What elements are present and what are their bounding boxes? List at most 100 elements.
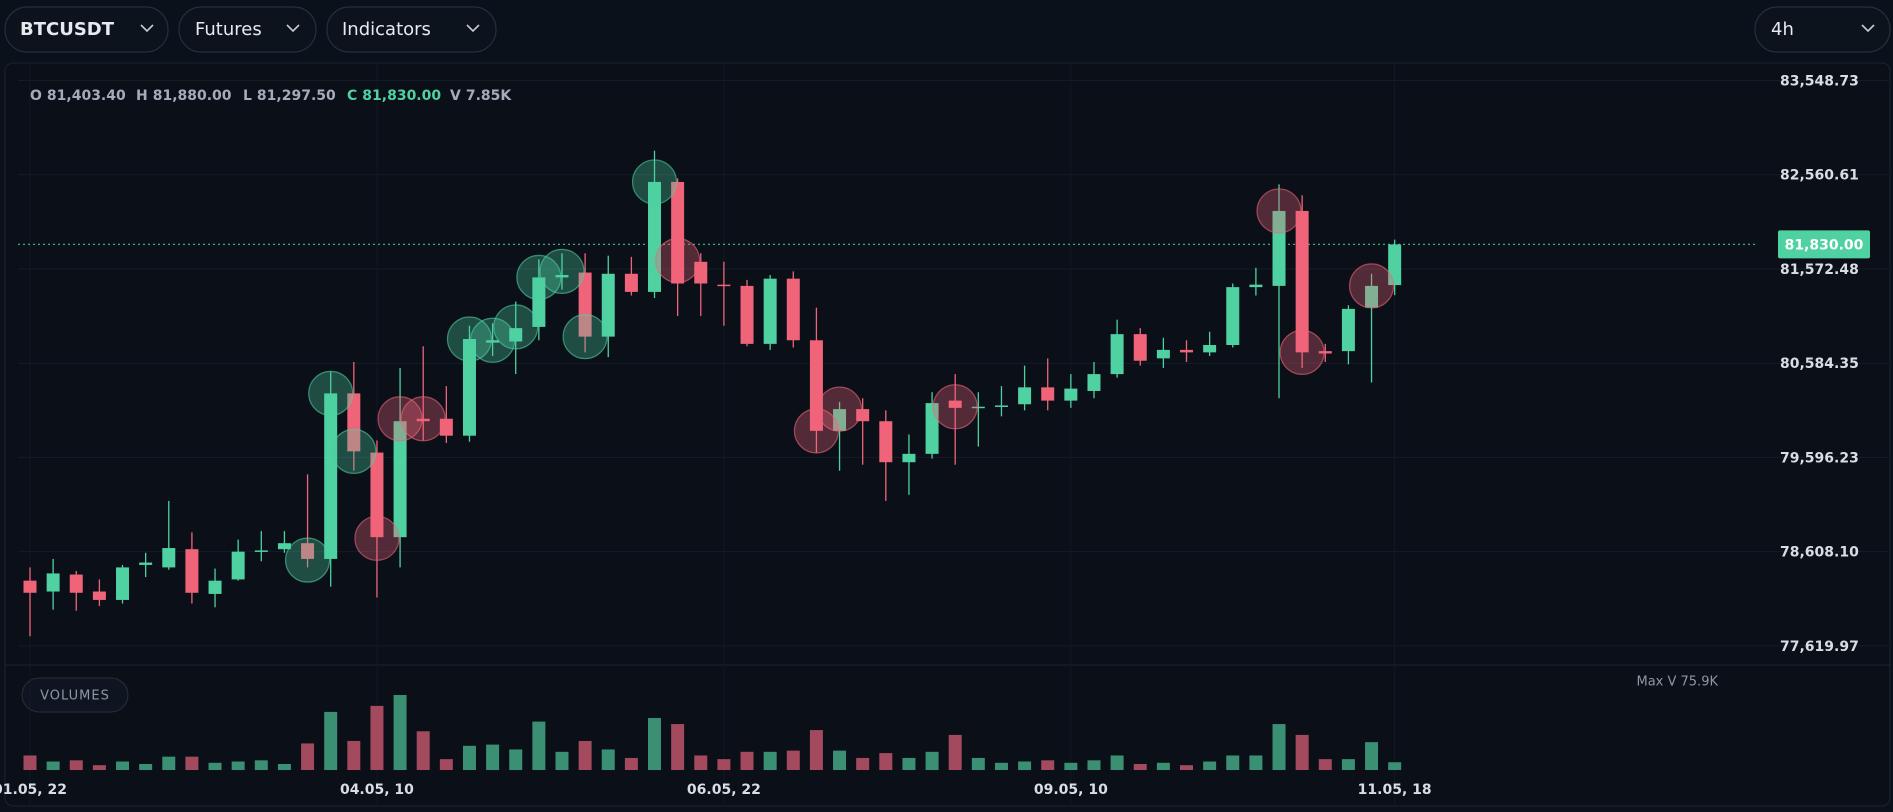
ohlc-label: C xyxy=(347,88,357,104)
buy-marker xyxy=(470,317,516,363)
ohlc-label: V xyxy=(450,88,461,104)
chevron xyxy=(140,24,154,33)
volume-bar xyxy=(185,756,199,770)
volume-bar xyxy=(162,756,176,770)
candle-body xyxy=(717,284,731,287)
sell-marker xyxy=(816,386,863,432)
buy-marker xyxy=(308,370,354,416)
ohlc-value: 81,880.00 xyxy=(153,88,232,104)
candle-body xyxy=(1341,308,1355,352)
ohlc-value: 7.85K xyxy=(466,88,513,104)
candle-body xyxy=(439,418,453,436)
x-tick-label: 04.05, 10 xyxy=(340,782,414,798)
volume-bar xyxy=(925,751,939,770)
volume-bar xyxy=(1110,755,1124,770)
candle-body xyxy=(1388,244,1402,286)
volume-bar xyxy=(948,734,962,770)
last-price-label: 81,830.00 xyxy=(1785,237,1864,253)
candle-body xyxy=(971,406,985,409)
buy-marker xyxy=(284,537,331,583)
volume-bar xyxy=(1318,759,1332,770)
ohlc-field: H 81,880.00 xyxy=(136,88,232,104)
candle-body xyxy=(324,393,338,559)
volume-bar xyxy=(1133,763,1147,770)
sell-marker xyxy=(932,384,978,430)
candle-body xyxy=(69,574,83,593)
volume-max: Max V 75.9K xyxy=(1636,675,1718,690)
volume-bar xyxy=(763,751,777,770)
volumes-pill xyxy=(21,677,129,713)
indicators-button[interactable] xyxy=(326,6,497,53)
volume-bar xyxy=(671,724,685,770)
candle-body xyxy=(46,573,60,592)
candle-body xyxy=(1226,287,1240,346)
candle-body xyxy=(1133,334,1147,361)
volume-bar xyxy=(994,762,1008,770)
volume-bar xyxy=(1249,755,1263,770)
volume-bar xyxy=(509,749,523,770)
volume-bar xyxy=(694,755,708,770)
y-tick-label: 79,596.23 xyxy=(1780,450,1859,466)
buy-marker xyxy=(331,428,377,474)
volume-bar xyxy=(46,761,60,770)
candle-body xyxy=(162,548,176,568)
volume-bar xyxy=(347,740,361,770)
candle-body xyxy=(416,418,430,422)
volume-bar xyxy=(833,750,847,770)
candle-body xyxy=(1365,285,1379,308)
volume-bar xyxy=(1203,761,1217,770)
candle-body xyxy=(786,278,800,341)
volume-bar xyxy=(139,763,153,770)
ohlc-label: O xyxy=(30,88,42,104)
volume-bar xyxy=(416,731,430,770)
candle-body xyxy=(1064,388,1078,401)
volume-bar xyxy=(1388,762,1402,770)
volume-bar xyxy=(116,761,130,770)
volume-bar xyxy=(1295,734,1309,770)
ohlc-value: 81,297.50 xyxy=(257,88,336,104)
y-tick-label: 78,608.10 xyxy=(1780,545,1859,561)
y-tick-label: 81,572.48 xyxy=(1780,262,1859,278)
interval-button[interactable] xyxy=(1754,6,1891,53)
volume-bar xyxy=(1041,760,1055,770)
candle-body xyxy=(277,543,291,550)
candle-body xyxy=(601,273,615,337)
volume-bar xyxy=(1272,724,1286,770)
ohlc-field: V 7.85K xyxy=(450,88,512,104)
volume-bar xyxy=(1064,762,1078,770)
volume-bar xyxy=(231,761,245,770)
symbol-button[interactable] xyxy=(4,6,169,53)
candle-body xyxy=(486,340,500,343)
volume-bar xyxy=(324,711,338,770)
sell-marker xyxy=(354,515,400,561)
volume-bar xyxy=(601,749,615,770)
candle-body xyxy=(1018,387,1032,405)
market-button[interactable] xyxy=(178,6,317,53)
market: Futures xyxy=(195,19,262,40)
volume-bar xyxy=(254,760,268,770)
candle-body xyxy=(301,543,315,559)
y-tick-label: 77,619.97 xyxy=(1780,639,1859,655)
volume-bar xyxy=(879,753,893,770)
volume-bar xyxy=(555,751,569,770)
ohlc-value: 81,403.40 xyxy=(47,88,126,104)
volume-bar xyxy=(902,757,916,770)
sell-marker xyxy=(1256,188,1302,234)
volume-bar xyxy=(578,740,592,770)
candle-body xyxy=(1110,334,1124,375)
ohlc-label: H xyxy=(136,88,148,104)
sell-marker xyxy=(1348,263,1395,309)
volume-bar xyxy=(92,765,106,770)
candle-body xyxy=(833,409,847,431)
volume-bar xyxy=(786,750,800,770)
volume-bar xyxy=(809,730,823,770)
last-price-box xyxy=(1778,230,1870,259)
candle-body xyxy=(1318,351,1332,354)
volume-bar xyxy=(277,763,291,770)
ohlc-value: 81,830.00 xyxy=(362,88,441,104)
candle-body xyxy=(92,591,106,600)
y-tick-label: 82,560.61 xyxy=(1780,168,1859,184)
volume-bar xyxy=(370,705,384,770)
volume-bar xyxy=(532,721,546,770)
